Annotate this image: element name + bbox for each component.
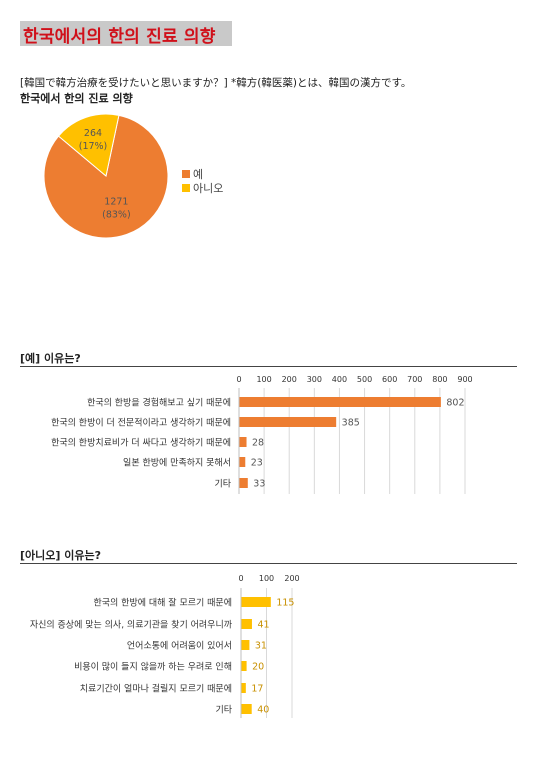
pie-value-label-yes: 1271 <box>104 196 128 207</box>
title-highlight <box>20 21 232 46</box>
data-label: 802 <box>446 398 464 409</box>
data-label: 40 <box>257 705 269 716</box>
no-section-divider <box>20 563 517 564</box>
bar <box>239 397 441 407</box>
data-label: 17 <box>251 684 263 695</box>
pie-percent-label-yes: (83%) <box>102 209 131 220</box>
x-tick-label: 200 <box>282 375 297 384</box>
legend-swatch-no <box>182 184 190 192</box>
data-label: 31 <box>255 641 267 652</box>
category-label: 언어소통에 어려움이 있어서 <box>127 640 232 652</box>
bar <box>241 619 252 629</box>
category-label: 기타 <box>215 705 232 716</box>
x-tick-label: 0 <box>238 574 243 583</box>
bar <box>239 478 248 488</box>
legend-swatch-yes <box>182 170 190 178</box>
x-tick-label: 700 <box>407 375 422 384</box>
legend-label-yes: 예 <box>193 168 204 181</box>
category-label: 일본 한방에 만족하지 못해서 <box>123 458 231 469</box>
category-label: 자신의 증상에 맞는 의사, 의료기관을 찾기 어려우니까 <box>30 619 233 631</box>
legend-label-no: 아니오 <box>193 182 224 195</box>
x-tick-label: 300 <box>307 375 322 384</box>
survey-question: [韓国で韓方治療を受けたいと思いますか？] *韓方(韓医薬)とは、韓国の漢方です… <box>20 77 412 89</box>
pie-slice-yes <box>43 114 169 239</box>
data-label: 41 <box>257 620 269 631</box>
data-label: 23 <box>251 458 263 469</box>
x-tick-label: 0 <box>236 375 241 384</box>
data-label: 385 <box>342 418 360 429</box>
bar <box>239 457 246 467</box>
bar <box>241 683 246 693</box>
x-tick-label: 500 <box>357 375 372 384</box>
data-label: 33 <box>253 479 265 490</box>
legend-item-no: 아니오 <box>182 180 223 196</box>
pie-value-label-no: 264 <box>84 128 102 139</box>
bar <box>241 597 271 607</box>
category-label: 비용이 많이 들지 않을까 하는 우려로 인해 <box>74 662 232 673</box>
x-tick-label: 600 <box>382 375 397 384</box>
x-tick-label: 900 <box>457 375 472 384</box>
category-label: 기타 <box>214 479 231 490</box>
data-label: 20 <box>252 662 264 673</box>
data-label: 28 <box>252 438 264 449</box>
category-label: 한국의 한방을 경험해보고 싶기 때문에 <box>87 397 231 409</box>
category-label: 한국의 한방이 더 전문적이라고 생각하기 때문에 <box>51 417 231 429</box>
no-reasons-title: [아니오] 이유는? <box>20 549 101 562</box>
pie-percent-label-no: (17%) <box>79 141 108 152</box>
x-tick-label: 100 <box>259 574 274 583</box>
data-label: 115 <box>276 598 294 609</box>
x-tick-label: 400 <box>332 375 347 384</box>
bar <box>241 640 250 650</box>
x-tick-label: 100 <box>256 375 271 384</box>
bar <box>239 437 247 447</box>
category-label: 한국의 한방치료비가 더 싸다고 생각하기 때문에 <box>51 437 231 449</box>
pie-slice-no <box>57 113 120 177</box>
bar <box>241 661 247 671</box>
pie-chart-title: 한국에서 한의 진료 의향 <box>20 92 133 105</box>
category-label: 치료기간이 얼마나 걸릴지 모르기 때문에 <box>80 683 232 695</box>
x-tick-label: 800 <box>432 375 447 384</box>
bar <box>241 704 252 714</box>
bar <box>239 417 337 427</box>
x-tick-label: 200 <box>284 574 299 583</box>
page-title: 한국에서의 한의 진료 의향 <box>23 27 216 47</box>
category-label: 한국의 한방에 대해 잘 모르기 때문에 <box>93 597 232 609</box>
yes-section-divider <box>20 366 517 367</box>
yes-reasons-title: [예] 이유는? <box>20 352 81 365</box>
legend-item-yes: 예 <box>182 166 203 182</box>
